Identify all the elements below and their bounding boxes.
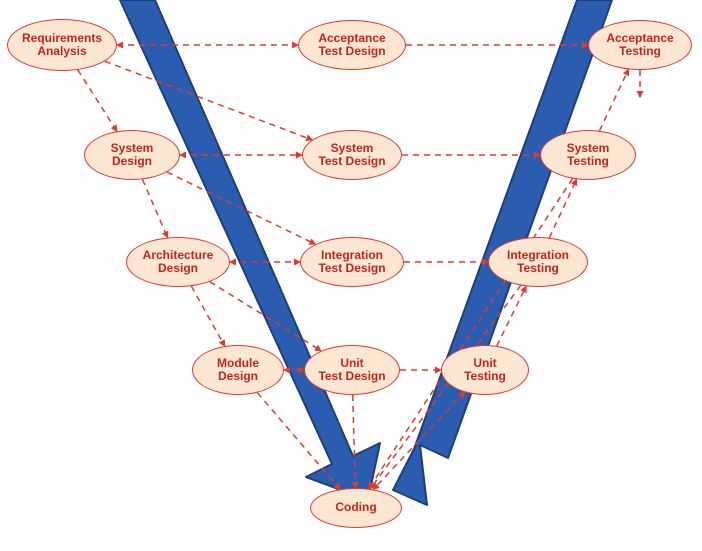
edge-req-std [105,61,312,140]
edge-st-code [369,179,573,489]
node-arch: ArchitectureDesign [126,237,230,287]
node-code: Coding [310,488,402,528]
edge-st-at [600,69,629,130]
node-sys: SystemDesign [84,130,180,180]
node-label-mod: ModuleDesign [217,357,259,383]
node-label-sys: SystemDesign [111,142,154,168]
edge-req-sys [78,70,117,131]
v-model-diagram: RequirementsAnalysis SystemDesign Architec… [0,0,702,551]
node-label-ut: UnitTesting [464,357,506,383]
node-label-std: SystemTest Design [318,142,385,168]
node-label-arch: ArchitectureDesign [143,249,214,275]
node-std: SystemTest Design [302,130,402,180]
node-label-at: AcceptanceTesting [606,32,673,58]
node-at: AcceptanceTesting [588,20,692,70]
node-label-code: Coding [335,501,376,514]
edge-ut-code [373,392,464,489]
node-label-it: IntegrationTesting [507,249,569,275]
node-mod: ModuleDesign [192,345,284,395]
edge-mod-code [257,393,340,490]
node-it: IntegrationTesting [488,237,588,287]
node-atd: AcceptanceTest Design [298,20,406,70]
edge-utd-code [353,395,356,488]
edge-sys-arch [143,179,168,237]
edge-sys-itd [167,172,315,244]
edge-arch-utd [210,282,321,351]
node-label-atd: AcceptanceTest Design [318,32,385,58]
node-itd: IntegrationTest Design [300,237,404,287]
node-utd: UnitTest Design [304,345,400,395]
node-label-req: RequirementsAnalysis [22,32,102,58]
edge-it-st [549,179,576,237]
node-ut: UnitTesting [441,345,529,395]
node-label-itd: IntegrationTest Design [318,249,385,275]
edge-ut-it [497,286,526,346]
node-req: RequirementsAnalysis [7,19,117,71]
node-st: SystemTesting [540,130,636,180]
edge-arch-mod [191,286,224,346]
node-label-st: SystemTesting [567,142,610,168]
node-label-utd: UnitTest Design [318,357,385,383]
